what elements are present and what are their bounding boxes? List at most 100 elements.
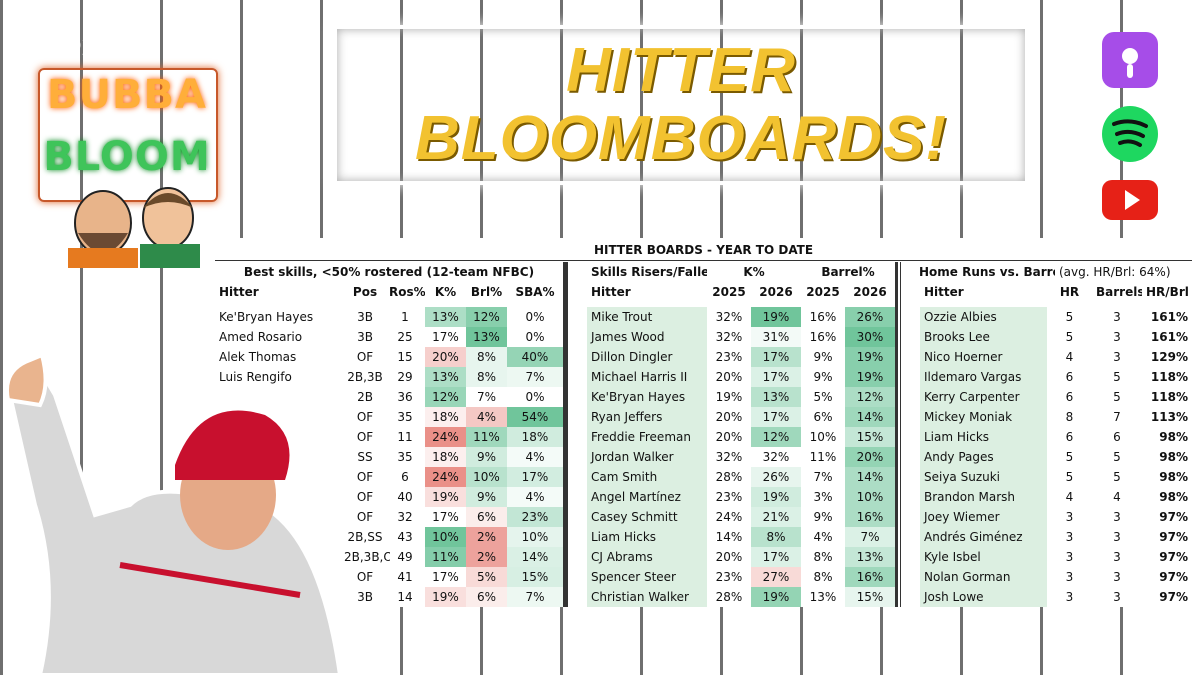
column-header: Ros% [389, 285, 425, 299]
table-cell: 4% [466, 407, 507, 427]
table-cell: 98% [1159, 490, 1188, 504]
table-cell: OF [356, 410, 374, 424]
table-cell: 35 [397, 450, 413, 464]
table-cell: 7% [476, 390, 497, 404]
table-cell: 29 [397, 370, 413, 384]
group-header: Barrel% [821, 265, 875, 279]
table-cell: 25 [397, 330, 413, 344]
table-cell: 17% [432, 510, 459, 524]
table-cell: 8 [1065, 410, 1074, 424]
table-cell: Joey Wiemer [920, 507, 1047, 527]
table-cell: 97% [1159, 510, 1188, 524]
table-cell: 6% [466, 507, 507, 527]
table-cell: 129% [1150, 350, 1188, 364]
table-cell: 3 [1113, 310, 1121, 324]
column-header: K% [434, 285, 457, 299]
column-header: 2026 [853, 285, 887, 299]
table-cell: 5% [813, 390, 833, 404]
table-cell: 14% [507, 547, 563, 567]
section-note: (avg. HR/Brl: 64%) [1059, 265, 1171, 279]
table-cell: 35 [397, 410, 413, 424]
table-cell: 13% [425, 307, 466, 327]
table-cell: 10% [466, 467, 507, 487]
table-cell: 3B [357, 310, 373, 324]
table-cell: 18% [507, 427, 563, 447]
column-header: HR [1059, 285, 1080, 299]
table-cell: 118% [1150, 370, 1188, 384]
table-cell: 23% [715, 570, 743, 584]
column-header: Pos [352, 285, 378, 299]
table-cell: 14 [397, 590, 413, 604]
table-cell: Ryan Jeffers [587, 407, 707, 427]
table-cell: 4 [1065, 350, 1074, 364]
table-cell: 2B,SS [347, 530, 383, 544]
table-cell: 0% [525, 330, 545, 344]
table-cell: 11% [425, 547, 466, 567]
section-heading: Home Runs vs. Barrels [919, 265, 1055, 279]
column-header: HR/Brl [1146, 285, 1189, 299]
table-cell: 161% [1150, 310, 1188, 324]
table-cell: 13% [466, 327, 507, 347]
table-cell: OF [356, 490, 374, 504]
table-cell: Spencer Steer [587, 567, 707, 587]
table-cell: 4 [1113, 490, 1121, 504]
table-cell: 7% [507, 367, 563, 387]
table-cell: 0% [525, 310, 545, 324]
table-cell: 20% [715, 550, 743, 564]
table-cell: 97% [1159, 570, 1188, 584]
table-cell: 5 [1065, 310, 1074, 324]
table-cell: 8% [813, 570, 833, 584]
table-cell: 19% [751, 307, 801, 327]
section-heading: Best skills, <50% rostered (12-team NFBC… [243, 265, 535, 279]
table-cell: 98% [1159, 430, 1188, 444]
table-cell: 28% [715, 470, 743, 484]
table-cell: Dillon Dingler [587, 347, 707, 367]
table-cell: Christian Walker [587, 587, 707, 607]
table-cell: 13% [809, 590, 837, 604]
table-cell: 49 [397, 550, 413, 564]
table-cell: 2% [466, 547, 507, 567]
table-cell: 97% [1159, 530, 1188, 544]
table-cell: 24% [425, 467, 466, 487]
table-cell: 32% [762, 450, 790, 464]
table-cell: 9% [813, 350, 833, 364]
table-cell: Cam Smith [587, 467, 707, 487]
table-cell: 11% [809, 450, 837, 464]
table-cell: 32 [397, 510, 413, 524]
table-cell: Angel Martínez [587, 487, 707, 507]
table-cell: 98% [1159, 470, 1188, 484]
table-cell: 2B [357, 390, 373, 404]
table-cell: SS [357, 450, 373, 464]
table-cell: 7% [507, 587, 563, 607]
table-cell: Casey Schmitt [587, 507, 707, 527]
table-cell: 3 [1065, 590, 1074, 604]
table-cell: 9% [466, 447, 507, 467]
table-cell: 3% [813, 490, 833, 504]
table-cell: 5 [1113, 450, 1121, 464]
table-cell: 14% [845, 407, 895, 427]
table-cell: 17% [751, 407, 801, 427]
table-cell: 36 [397, 390, 413, 404]
table-cell: 3 [1113, 550, 1121, 564]
table-cell: 6% [466, 587, 507, 607]
table-cell: 8% [466, 347, 507, 367]
table-cell: Jordan Walker [587, 447, 707, 467]
table-cell: 23% [715, 490, 743, 504]
section-separator [895, 262, 898, 607]
table-cell: Mickey Moniak [920, 407, 1047, 427]
table-cell: 27% [751, 567, 801, 587]
table-cell: 7% [813, 470, 833, 484]
table-cell: 17% [751, 347, 801, 367]
table-cell: 5 [1113, 470, 1121, 484]
table-cell: 17% [751, 367, 801, 387]
table-cell: 24% [715, 510, 743, 524]
title-rule [215, 260, 1192, 261]
table-cell: 14% [715, 530, 743, 544]
logo-faces [68, 187, 200, 268]
table-cell: 17% [432, 330, 459, 344]
table-cell: Liam Hicks [587, 527, 707, 547]
table-cell: 19% [751, 487, 801, 507]
table-cell: 161% [1150, 330, 1188, 344]
table-cell: 97% [1159, 550, 1188, 564]
